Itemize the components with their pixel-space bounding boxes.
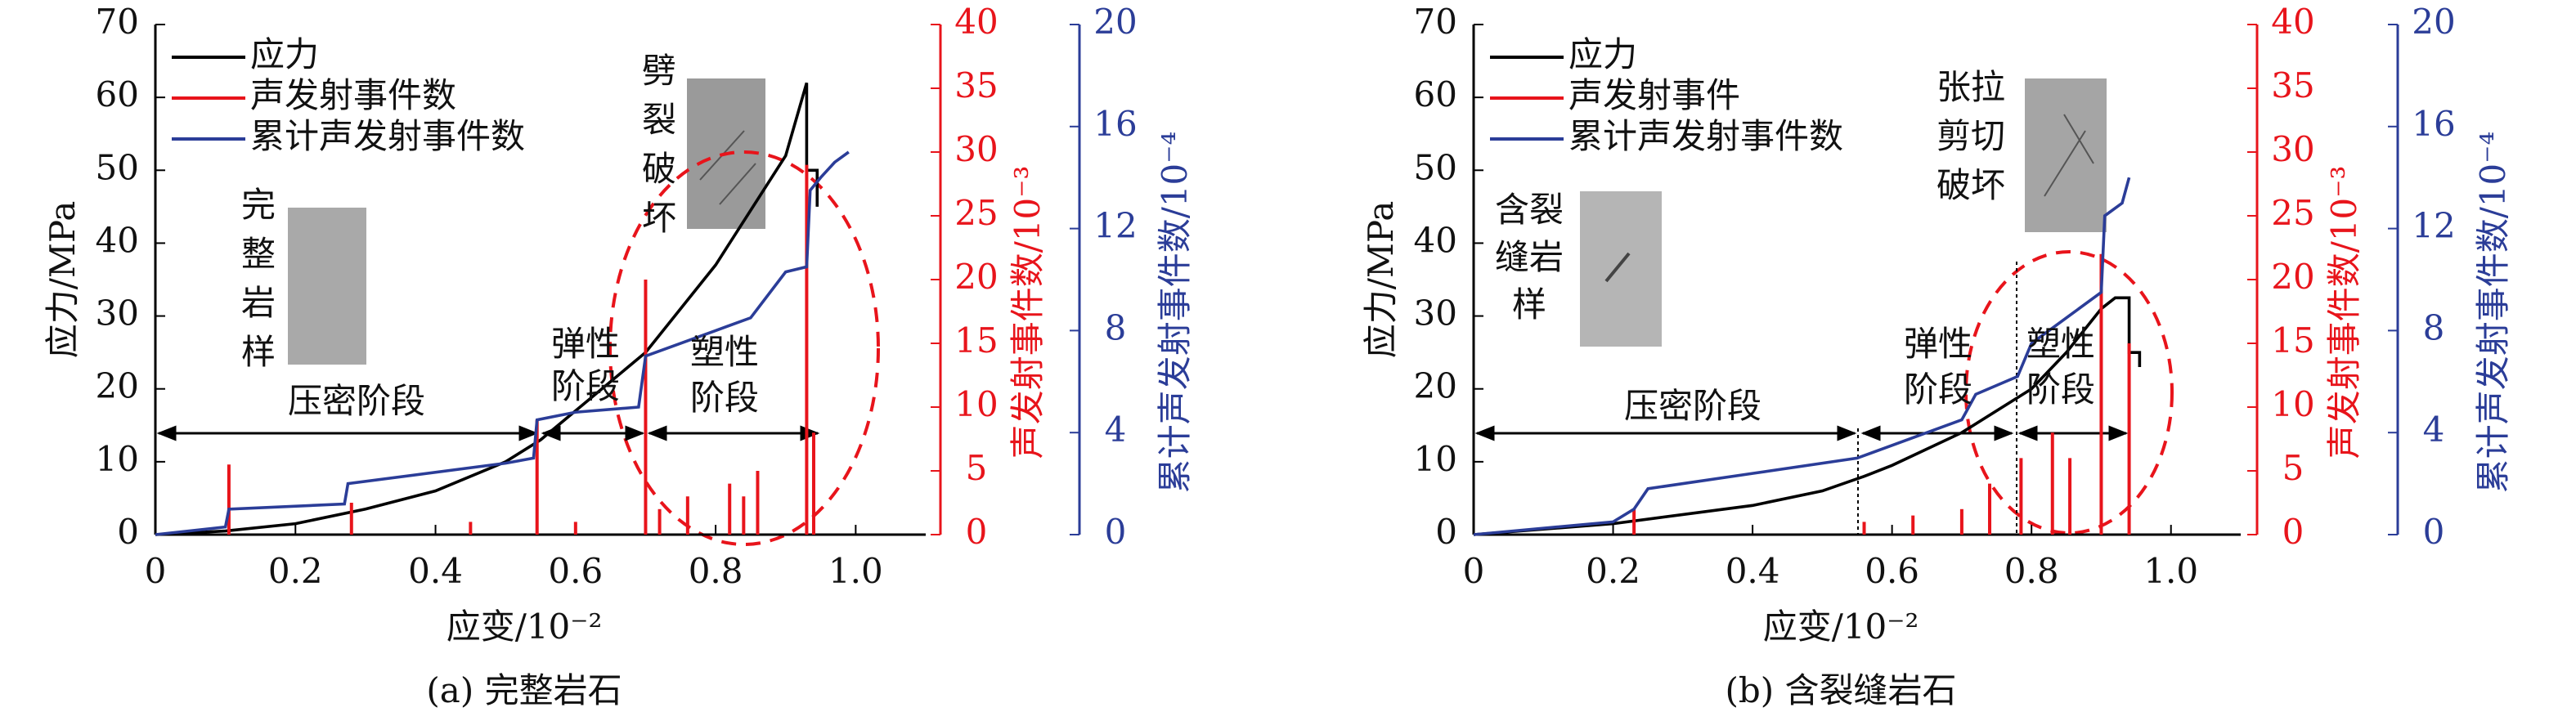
x-tick-label: 0.4 xyxy=(1726,551,1780,591)
x-axis-title: 应变/10⁻² xyxy=(447,607,603,647)
series-line xyxy=(155,150,850,536)
y2-tick-label: 0 xyxy=(966,512,988,552)
annotation: 张拉剪切破坏 xyxy=(1936,67,2005,205)
x-axis-title: 应变/10⁻² xyxy=(1763,607,1919,647)
y3-tick-label: 20 xyxy=(1093,2,1137,42)
x-tick-label: 0.4 xyxy=(408,551,463,591)
y3-tick-label: 8 xyxy=(2423,307,2445,347)
y2-tick-label: 10 xyxy=(954,384,998,424)
sample-image xyxy=(2025,78,2107,232)
y-tick-label: 30 xyxy=(1414,293,1457,334)
y-tick-label: 50 xyxy=(96,147,139,187)
sample-image xyxy=(1580,191,1662,347)
x-tick-label: 0 xyxy=(1463,551,1485,591)
legend-label: 累计声发射事件数 xyxy=(250,116,525,156)
y-axis-title: 应力/MPa xyxy=(1361,201,1401,359)
crack xyxy=(2044,114,2094,197)
zone-ellipse xyxy=(1964,250,2174,535)
series-line xyxy=(1473,177,2131,536)
y3-tick-label: 4 xyxy=(1105,410,1127,450)
legend-label: 应力 xyxy=(1568,34,1637,74)
y3-tick-label: 0 xyxy=(1105,512,1127,552)
y-tick-label: 20 xyxy=(96,366,139,406)
x-tick-label: 0.6 xyxy=(548,551,603,591)
y2-tick-label: 20 xyxy=(2271,257,2314,297)
series-line xyxy=(1473,296,2142,536)
y2-tick-label: 25 xyxy=(2271,193,2314,233)
y-tick-label: 70 xyxy=(1414,2,1457,42)
y2-tick-label: 5 xyxy=(2282,448,2304,488)
y-tick-label: 40 xyxy=(1414,220,1457,260)
y-tick-label: 0 xyxy=(117,512,139,552)
x-tick-label: 0 xyxy=(145,551,167,591)
decorations xyxy=(156,78,2174,546)
y3-tick-label: 16 xyxy=(2412,104,2455,144)
sample-image xyxy=(288,208,366,365)
y3-axis-title: 累计声发射事件数/10⁻⁴ xyxy=(1155,132,1195,494)
annotation: 塑性阶段 xyxy=(2026,324,2095,410)
annotation: 弹性阶段 xyxy=(551,324,620,406)
y3-tick-label: 8 xyxy=(1105,307,1127,347)
x-tick-label: 0.8 xyxy=(2004,551,2059,591)
zone-ellipse xyxy=(608,150,880,546)
y3-tick-label: 12 xyxy=(2412,206,2455,246)
y3-tick-label: 16 xyxy=(1093,104,1137,144)
y3-tick-label: 0 xyxy=(2423,512,2445,552)
y2-tick-label: 20 xyxy=(954,257,998,297)
annotation: 塑性阶段 xyxy=(690,332,759,418)
y2-tick-label: 5 xyxy=(966,448,988,488)
y-tick-label: 20 xyxy=(1414,366,1457,406)
annotation: 压密阶段 xyxy=(288,381,425,421)
y2-tick-label: 10 xyxy=(2271,384,2314,424)
x-tick-label: 0.8 xyxy=(689,551,743,591)
y2-tick-label: 40 xyxy=(954,2,998,42)
legend-label: 声发射事件数 xyxy=(250,75,456,115)
y3-tick-label: 12 xyxy=(1093,206,1137,246)
y2-tick-label: 35 xyxy=(2271,65,2314,105)
x-tick-label: 1.0 xyxy=(2143,551,2198,591)
y2-tick-label: 40 xyxy=(2271,2,2314,42)
annotation: 劈裂破坏 xyxy=(642,51,676,238)
y2-axis-title: 声发射事件数/10⁻³ xyxy=(2324,166,2364,459)
y2-tick-label: 30 xyxy=(2271,129,2314,169)
y-tick-label: 50 xyxy=(1414,147,1457,187)
y-tick-label: 10 xyxy=(1414,439,1457,479)
y2-tick-label: 15 xyxy=(954,320,998,360)
panel-title: (b) 含裂缝岩石 xyxy=(1725,670,1956,710)
y-tick-label: 60 xyxy=(1414,74,1457,114)
y3-tick-label: 20 xyxy=(2412,2,2455,42)
y-tick-label: 30 xyxy=(96,293,139,334)
y-tick-label: 60 xyxy=(96,74,139,114)
y2-tick-label: 15 xyxy=(2271,320,2314,360)
annotation: 压密阶段 xyxy=(1624,386,1761,426)
x-tick-label: 0.2 xyxy=(268,551,323,591)
y2-axis-title: 声发射事件数/10⁻³ xyxy=(1008,166,1048,459)
x-tick-label: 1.0 xyxy=(828,551,883,591)
y-tick-label: 0 xyxy=(1435,512,1457,552)
legend-label: 应力 xyxy=(250,34,319,74)
y2-tick-label: 30 xyxy=(954,129,998,169)
y3-axis-title: 累计声发射事件数/10⁻⁴ xyxy=(2473,132,2513,494)
y-tick-label: 40 xyxy=(96,220,139,260)
y2-tick-label: 25 xyxy=(954,193,998,233)
x-tick-label: 0.6 xyxy=(1865,551,1919,591)
y-tick-label: 70 xyxy=(96,2,139,42)
annotation: 含裂缝岩样 xyxy=(1495,190,1564,325)
annotation: 完整岩样 xyxy=(241,185,276,372)
crack xyxy=(1604,252,1631,283)
y3-tick-label: 4 xyxy=(2423,410,2445,450)
annotation: 弹性阶段 xyxy=(1904,324,1972,410)
x-tick-label: 0.2 xyxy=(1586,551,1640,591)
y-axis-title: 应力/MPa xyxy=(43,201,83,359)
y2-tick-label: 0 xyxy=(2282,512,2304,552)
legend-label: 声发射事件 xyxy=(1568,75,1740,115)
y-tick-label: 10 xyxy=(96,439,139,479)
legend-label: 累计声发射事件数 xyxy=(1568,116,1843,156)
panel-title: (a) 完整岩石 xyxy=(426,670,622,710)
y2-tick-label: 35 xyxy=(954,65,998,105)
